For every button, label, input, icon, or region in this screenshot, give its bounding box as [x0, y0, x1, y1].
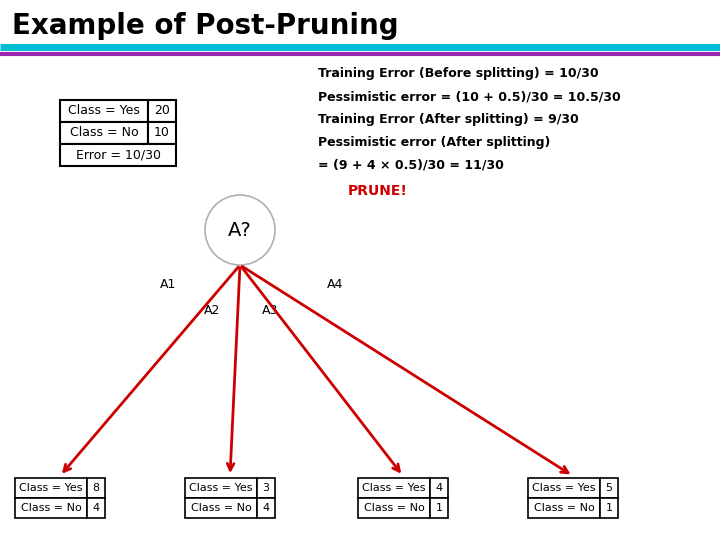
Bar — [430, 498, 448, 518]
Bar — [430, 478, 448, 498]
Text: A4: A4 — [327, 279, 343, 292]
Text: = (9 + 4 × 0.5)/30 = 11/30: = (9 + 4 × 0.5)/30 = 11/30 — [318, 159, 504, 172]
Text: 20: 20 — [154, 105, 170, 118]
Bar — [185, 478, 257, 498]
Bar — [257, 498, 275, 518]
Text: A2: A2 — [204, 303, 220, 316]
Text: Pessimistic error = (10 + 0.5)/30 = 10.5/30: Pessimistic error = (10 + 0.5)/30 = 10.5… — [318, 90, 621, 103]
Text: Class = Yes: Class = Yes — [19, 483, 83, 493]
Bar — [15, 478, 87, 498]
Text: Class = No: Class = No — [191, 503, 251, 513]
Text: Class = No: Class = No — [534, 503, 595, 513]
Bar — [87, 498, 105, 518]
Text: Example of Post-Pruning: Example of Post-Pruning — [12, 12, 399, 40]
Bar — [528, 498, 600, 518]
Text: Class = No: Class = No — [70, 126, 138, 139]
Text: Class = No: Class = No — [21, 503, 81, 513]
Text: Training Error (Before splitting) = 10/30: Training Error (Before splitting) = 10/3… — [318, 67, 598, 80]
Bar — [358, 478, 430, 498]
Bar — [257, 478, 275, 498]
Text: 1: 1 — [436, 503, 443, 513]
Text: A1: A1 — [160, 279, 176, 292]
Text: 3: 3 — [263, 483, 269, 493]
Bar — [185, 498, 257, 518]
Bar — [600, 498, 618, 518]
Bar — [528, 478, 600, 498]
Text: Pessimistic error (After splitting): Pessimistic error (After splitting) — [318, 136, 550, 149]
Bar — [15, 498, 87, 518]
Text: Class = Yes: Class = Yes — [532, 483, 595, 493]
Text: Training Error (After splitting) = 9/30: Training Error (After splitting) = 9/30 — [318, 113, 579, 126]
Bar — [148, 100, 176, 122]
Text: 1: 1 — [606, 503, 613, 513]
Text: 5: 5 — [606, 483, 613, 493]
Text: Class = Yes: Class = Yes — [362, 483, 426, 493]
Bar — [148, 122, 176, 144]
Bar — [600, 478, 618, 498]
Text: 4: 4 — [92, 503, 99, 513]
Bar — [358, 498, 430, 518]
Text: A?: A? — [228, 220, 252, 240]
Text: 8: 8 — [92, 483, 99, 493]
Bar — [87, 478, 105, 498]
Text: 10: 10 — [154, 126, 170, 139]
Text: Error = 10/30: Error = 10/30 — [76, 148, 161, 161]
Text: Class = Yes: Class = Yes — [189, 483, 253, 493]
Text: 4: 4 — [436, 483, 443, 493]
Bar — [60, 100, 148, 122]
Text: 4: 4 — [262, 503, 269, 513]
Text: Class = No: Class = No — [364, 503, 424, 513]
Text: PRUNE!: PRUNE! — [348, 184, 408, 198]
Bar — [60, 144, 176, 166]
Text: A3: A3 — [262, 303, 278, 316]
Bar — [60, 122, 148, 144]
Text: Class = Yes: Class = Yes — [68, 105, 140, 118]
